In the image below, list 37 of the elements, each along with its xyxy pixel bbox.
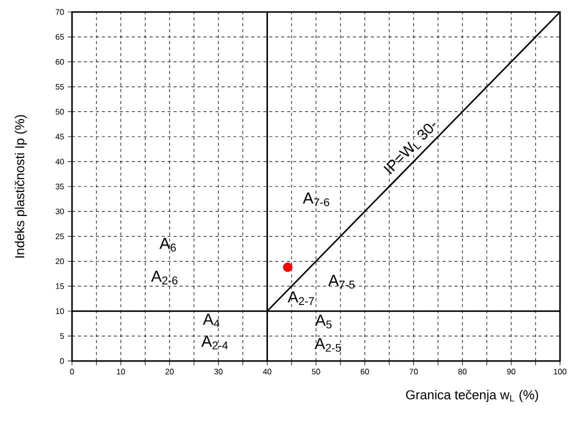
y-tick-label: 35 — [56, 184, 64, 190]
y-axis-title: Indeks plastičnosti Ip (%) — [14, 115, 27, 258]
y-tick-label: 5 — [60, 333, 64, 339]
x-tick-label: 70 — [410, 368, 418, 374]
x-tick-label: 40 — [262, 368, 272, 374]
annotation: A$_{7-6}$ — [302, 192, 330, 206]
x-tick-label: 0 — [70, 368, 74, 374]
y-tick-label: 15 — [56, 283, 64, 289]
y-tick-label: 55 — [56, 84, 64, 90]
annotation: A$_{7-5}$ — [328, 274, 355, 289]
annotation: A$_{5}$ — [315, 314, 332, 328]
y-tick-label: 40 — [56, 158, 64, 164]
y-tick-label: 10 — [56, 308, 64, 314]
y-tick-label: 50 — [56, 108, 64, 115]
y-tick-label: 20 — [56, 258, 64, 264]
x-tick-label: 60 — [360, 368, 369, 374]
x-tick-label: 80 — [458, 368, 467, 374]
x-tick-label: 20 — [166, 368, 174, 374]
x-tick-label: 100 — [554, 368, 566, 374]
x-tick-label: 90 — [507, 368, 516, 374]
x-tick-label: 10 — [116, 368, 125, 374]
annotation: A$_{6}$ — [159, 238, 176, 252]
annotation: A$_{2-7}$ — [288, 291, 314, 305]
y-tick-label: 0 — [60, 358, 64, 364]
y-tick-label: 70 — [56, 9, 64, 15]
annotation: A$_{2-5}$ — [314, 338, 341, 352]
y-tick-label: 45 — [56, 134, 64, 140]
y-tick-label: 65 — [56, 34, 64, 40]
annotation: A$_{2-6}$ — [151, 270, 178, 284]
x-tick-label: 50 — [312, 368, 320, 374]
x-tick-label: 30 — [214, 368, 223, 374]
annotation: A$_{2-4}$ — [201, 336, 228, 350]
y-tick-label: 25 — [56, 234, 64, 240]
y-tick-label: 60 — [56, 59, 64, 65]
y-tick-label: 30 — [56, 208, 64, 214]
annotation: A$_{4}$ — [202, 314, 220, 328]
x-axis-title: Granica tečenja w$_{L}$ (%) — [406, 390, 538, 402]
